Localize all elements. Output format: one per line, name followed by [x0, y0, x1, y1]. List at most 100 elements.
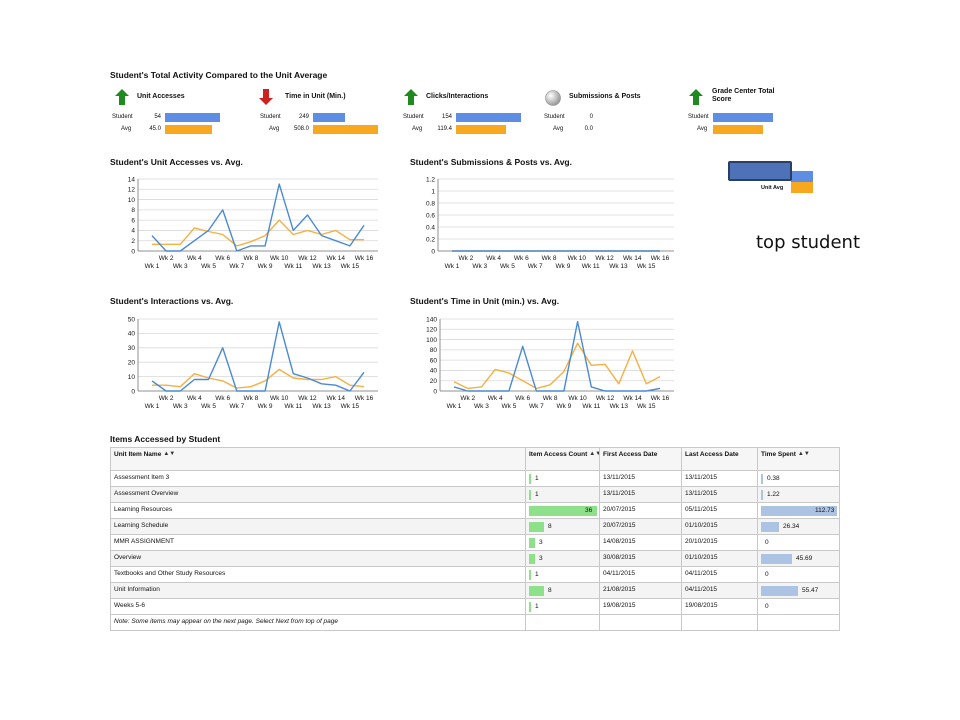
y-tick-label: 8 — [131, 207, 135, 214]
y-tick-label: 20 — [128, 360, 136, 367]
avg-label: Avg — [697, 126, 708, 132]
x-tick-label: Wk 1 — [145, 263, 160, 270]
metric-title: Time in Unit (Min.) — [285, 93, 346, 100]
y-tick-label: 10 — [128, 374, 136, 381]
student-series-line — [151, 183, 365, 252]
x-tick-label: Wk 1 — [447, 403, 462, 410]
avg-value: 45.0 — [149, 126, 161, 132]
x-tick-label: Wk 16 — [651, 395, 670, 402]
item-name: Learning Schedule — [110, 518, 526, 535]
empty-cell — [681, 614, 758, 631]
student-series-line — [453, 320, 661, 392]
access-count-cell: 1 — [525, 598, 600, 615]
time-spent-cell: 0 — [757, 534, 840, 551]
y-tick-label: 80 — [430, 347, 438, 354]
student-label: Student — [688, 114, 709, 120]
column-header-name[interactable]: Unit Item Name ▲▼ — [110, 447, 526, 471]
access-count-cell: 3 — [525, 534, 600, 551]
x-tick-label: Wk 7 — [528, 263, 543, 270]
x-tick-label: Wk 5 — [500, 263, 515, 270]
y-tick-label: 50 — [128, 316, 136, 323]
header-label: Last Access Date — [685, 451, 739, 458]
table-note: Note: Some items may appear on the next … — [110, 614, 526, 631]
x-tick-label: Wk 10 — [568, 255, 587, 262]
access-count-bar — [529, 586, 544, 596]
chart-title: Student's Time in Unit (min.) vs. Avg. — [410, 296, 560, 306]
chart-title: Student's Interactions vs. Avg. — [110, 296, 234, 306]
down-arrow-icon — [259, 89, 273, 105]
item-name: MMR ASSIGNMENT — [110, 534, 526, 551]
access-count-value: 1 — [535, 571, 539, 578]
x-tick-label: Wk 15 — [341, 403, 360, 410]
student-label: Student — [403, 114, 424, 120]
table-header-row: Unit Item Name▲▼ Item Access Count▲▼ Fir… — [110, 447, 840, 471]
y-tick-label: 0 — [433, 388, 437, 395]
student-bar — [456, 113, 521, 122]
sort-icon[interactable]: ▲▼ — [589, 451, 598, 457]
time-spent-value: 0 — [765, 571, 769, 578]
time-spent-cell: 0 — [757, 598, 840, 615]
x-tick-label: Wk 16 — [355, 255, 374, 262]
chart-title: Student's Unit Accesses vs. Avg. — [110, 157, 243, 167]
side-note: top student — [756, 232, 861, 253]
metric-title: Unit Accesses — [137, 93, 185, 100]
x-tick-label: Wk 3 — [173, 263, 188, 270]
x-tick-label: Wk 9 — [556, 263, 571, 270]
sort-icon[interactable]: ▲▼ — [797, 451, 810, 457]
items-accessed-table: Unit Item Name▲▼ Item Access Count▲▼ Fir… — [110, 447, 840, 631]
y-tick-label: 6 — [131, 217, 135, 224]
metric-title: Clicks/Interactions — [426, 93, 489, 100]
x-tick-label: Wk 15 — [341, 263, 360, 270]
last-access-date: 01/10/2015 — [681, 550, 758, 567]
first-access-date: 20/07/2015 — [599, 502, 682, 519]
access-count-value: 1 — [535, 475, 539, 482]
first-access-date: 21/08/2015 — [599, 582, 682, 599]
column-header-count[interactable]: Item Access Count▲▼ — [525, 447, 600, 471]
x-tick-label: Wk 8 — [244, 255, 259, 262]
avg-label: Avg — [121, 126, 132, 132]
x-tick-label: Wk 15 — [637, 263, 656, 270]
item-name: Weeks 5-6 — [110, 598, 526, 615]
x-tick-label: Wk 14 — [327, 395, 346, 402]
x-tick-label: Wk 11 — [284, 263, 302, 270]
x-tick-label: Wk 2 — [159, 255, 174, 262]
student-label: Student — [112, 114, 133, 120]
access-count-value: 36 — [585, 507, 593, 514]
y-tick-label: 0 — [131, 388, 135, 395]
x-tick-label: Wk 7 — [529, 403, 544, 410]
y-tick-label: 14 — [128, 176, 136, 183]
avg-label: Avg — [412, 126, 423, 132]
item-name: Textbooks and Other Study Resources — [110, 566, 526, 583]
legend-label: Unit Avg — [761, 185, 784, 191]
last-access-date: 19/08/2015 — [681, 598, 758, 615]
student-label: Student — [260, 114, 281, 120]
time-spent-value: 112.73 — [815, 507, 835, 514]
x-tick-label: Wk 2 — [460, 395, 475, 402]
x-tick-label: Wk 1 — [145, 403, 160, 410]
avg-bar — [313, 125, 378, 134]
table-row: Learning Resources 36 20/07/2015 05/11/2015… — [110, 502, 840, 519]
x-tick-label: Wk 15 — [637, 403, 656, 410]
y-tick-label: 12 — [128, 187, 136, 194]
table-row: Unit Information 8 21/08/2015 04/11/2015 55.… — [110, 582, 840, 599]
time-spent-cell: 112.73 — [757, 502, 840, 519]
table-row: MMR ASSIGNMENT 3 14/08/2015 20/10/2015 0 — [110, 534, 840, 551]
first-access-date: 14/08/2015 — [599, 534, 682, 551]
first-access-date: 19/08/2015 — [599, 598, 682, 615]
metric-title: Submissions & Posts — [569, 93, 641, 100]
y-tick-label: 20 — [430, 378, 438, 385]
column-header-last-date: Last Access Date — [681, 447, 758, 471]
x-tick-label: Wk 4 — [486, 255, 501, 262]
metric-title: Grade Center Total Score — [712, 88, 775, 103]
access-count-bar — [529, 506, 597, 516]
x-tick-label: Wk 6 — [215, 395, 230, 402]
access-count-cell: 8 — [525, 518, 600, 535]
item-name: Overview — [110, 550, 526, 567]
item-name: Assessment Overview — [110, 486, 526, 503]
column-header-time[interactable]: Time Spent ▲▼ — [757, 447, 840, 471]
x-tick-label: Wk 2 — [159, 395, 174, 402]
y-tick-label: 0.8 — [426, 200, 435, 207]
avg-label: Avg — [269, 126, 280, 132]
sort-icon[interactable]: ▲▼ — [163, 451, 176, 457]
x-tick-label: Wk 9 — [258, 403, 273, 410]
